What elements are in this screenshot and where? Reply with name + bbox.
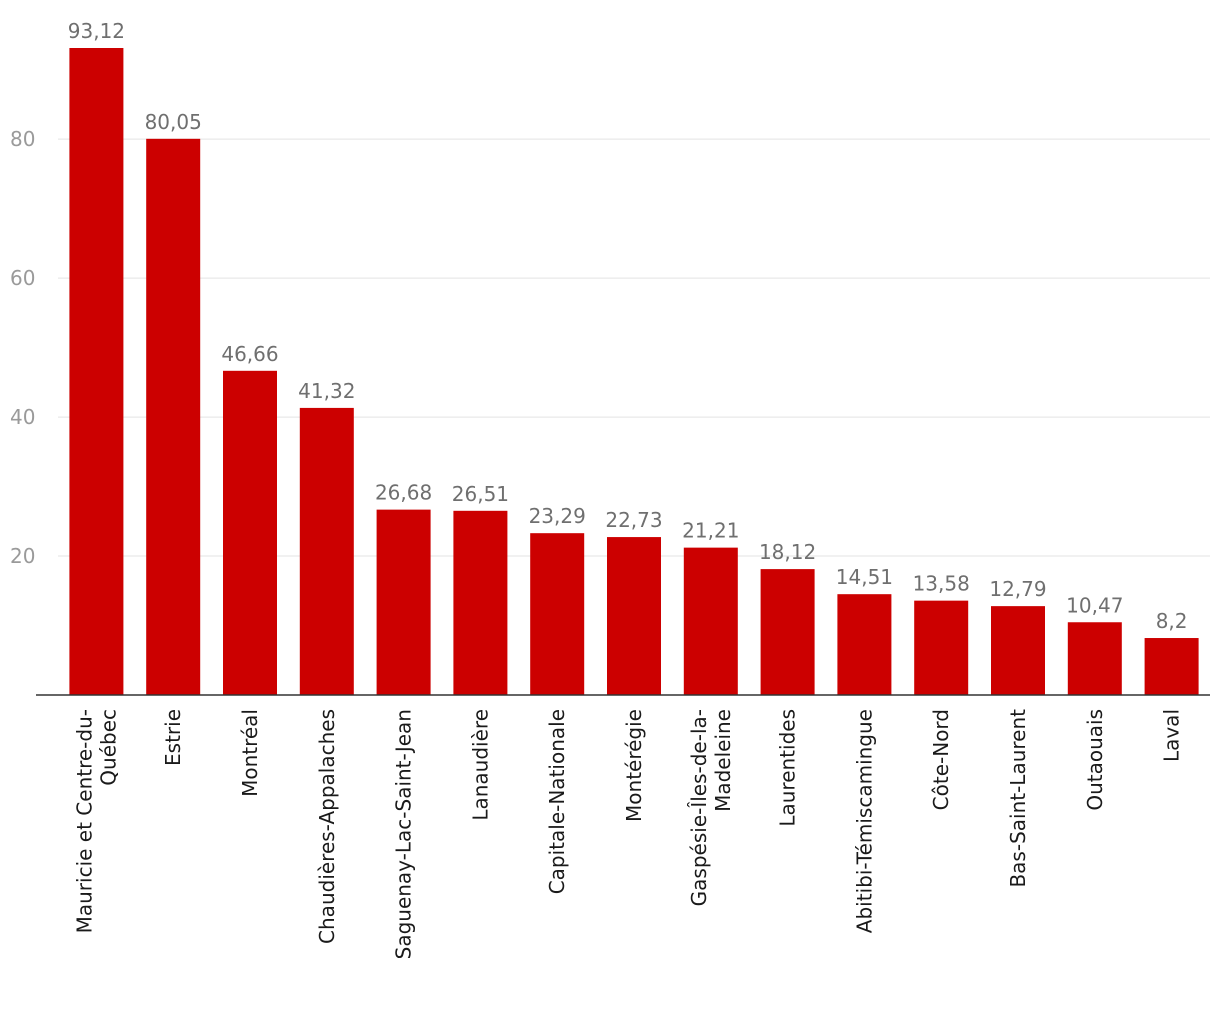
x-tick-label-line: Québec bbox=[96, 709, 120, 786]
bar bbox=[683, 547, 738, 695]
x-tick-label: Outaouais bbox=[1083, 709, 1107, 811]
bar bbox=[69, 48, 124, 695]
x-tick-label-line: Lanaudière bbox=[468, 709, 492, 821]
data-label: 46,66 bbox=[221, 342, 278, 366]
bar bbox=[914, 600, 969, 695]
bar bbox=[760, 569, 815, 695]
data-labels: 93,12 80,05 46,66 41,32 26,68 26,51 23,29 22,73… bbox=[68, 19, 1188, 633]
bar bbox=[376, 509, 431, 695]
bar bbox=[530, 533, 585, 695]
data-label: 8,2 bbox=[1156, 609, 1188, 633]
x-tick-label-line: Chaudières-Appalaches bbox=[315, 709, 339, 944]
x-tick-label-line: Abitibi-Témiscamingue bbox=[852, 709, 876, 933]
data-label: 26,68 bbox=[375, 481, 432, 505]
x-tick-label-line: Laurentides bbox=[776, 709, 800, 827]
x-tick-label: Saguenay-Lac-Saint-Jean bbox=[392, 709, 416, 959]
x-tick-label: Montréal bbox=[238, 709, 262, 797]
x-tick-label-line: Montréal bbox=[238, 709, 262, 797]
x-axis: Mauricie et Centre-du- Québec Estrie Montré… bbox=[36, 694, 1210, 959]
x-tick-label: Capitale-Nationale bbox=[545, 709, 569, 894]
x-tick-label-line: Outaouais bbox=[1083, 709, 1107, 811]
data-label: 18,12 bbox=[759, 540, 816, 564]
x-tick-label-line: Bas-Saint-Laurent bbox=[1006, 709, 1030, 888]
bar bbox=[299, 407, 354, 695]
data-label: 26,51 bbox=[452, 482, 509, 506]
data-label: 22,73 bbox=[605, 508, 662, 532]
x-tick-label-line: Laval bbox=[1160, 709, 1184, 762]
bar bbox=[1144, 638, 1199, 695]
bar bbox=[837, 594, 892, 695]
y-tick-label: 60 bbox=[10, 266, 35, 290]
data-label: 41,32 bbox=[298, 379, 355, 403]
x-tick-label: Laval bbox=[1160, 709, 1184, 762]
data-label: 14,51 bbox=[836, 565, 893, 589]
y-tick-label: 80 bbox=[10, 127, 35, 151]
data-label: 10,47 bbox=[1066, 593, 1123, 617]
y-tick-label: 20 bbox=[10, 544, 35, 568]
x-tick-label: Abitibi-Témiscamingue bbox=[852, 709, 876, 933]
bar bbox=[607, 537, 661, 695]
x-tick-label-line: Mauricie et Centre-du- bbox=[72, 709, 96, 933]
y-tick-label: 40 bbox=[10, 405, 35, 429]
y-axis: 20 40 60 80 bbox=[10, 127, 35, 568]
data-label: 13,58 bbox=[913, 572, 970, 596]
bars bbox=[69, 48, 1199, 695]
bar bbox=[453, 510, 508, 695]
x-tick-label-line: Montérégie bbox=[622, 709, 646, 822]
x-tick-label: Côte-Nord bbox=[929, 709, 953, 810]
x-tick-label: Lanaudière bbox=[468, 709, 492, 821]
data-label: 12,79 bbox=[989, 577, 1046, 601]
x-tick-label-line: Gaspésie-Îles-de-la- bbox=[687, 709, 711, 906]
x-tick-label: Mauricie et Centre-du- Québec bbox=[72, 709, 120, 933]
x-tick-label: Gaspésie-Îles-de-la- Madeleine bbox=[687, 709, 735, 906]
bar bbox=[1067, 622, 1122, 695]
x-tick-label-line: Estrie bbox=[161, 709, 185, 766]
data-label: 21,21 bbox=[682, 519, 739, 543]
x-tick-label: Chaudières-Appalaches bbox=[315, 709, 339, 944]
x-tick-label: Laurentides bbox=[776, 709, 800, 827]
bar bbox=[146, 138, 201, 695]
x-tick-label: Estrie bbox=[161, 709, 185, 766]
x-tick-label-line: Capitale-Nationale bbox=[545, 709, 569, 894]
data-label: 93,12 bbox=[68, 19, 125, 43]
x-tick-label: Montérégie bbox=[622, 709, 646, 822]
data-label: 80,05 bbox=[145, 110, 202, 134]
bar bbox=[223, 370, 277, 695]
x-tick-label-line: Saguenay-Lac-Saint-Jean bbox=[392, 709, 416, 959]
data-label: 23,29 bbox=[529, 504, 586, 528]
bar bbox=[991, 606, 1045, 695]
x-tick-label: Bas-Saint-Laurent bbox=[1006, 709, 1030, 888]
x-tick-label-line: Madeleine bbox=[711, 709, 735, 812]
x-tick-label-line: Côte-Nord bbox=[929, 709, 953, 810]
